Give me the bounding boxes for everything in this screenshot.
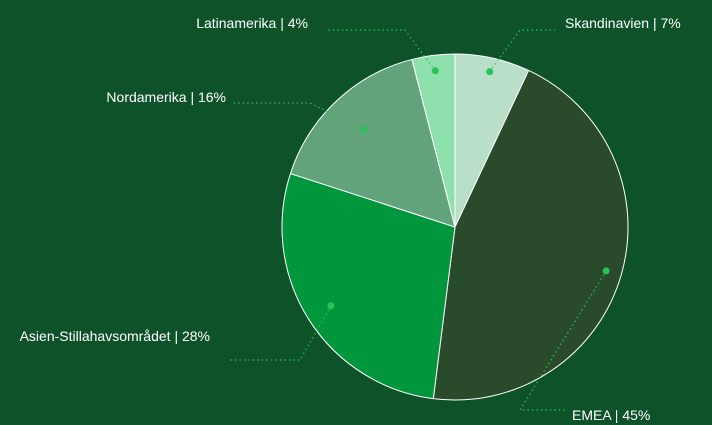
leader-line xyxy=(518,270,607,411)
slice-label: Skandinavien | 7% xyxy=(565,15,681,31)
pie-slice xyxy=(432,69,629,401)
slice-label: Asien-Stillahavsområdet | 28% xyxy=(19,328,210,344)
leader-dot xyxy=(327,302,335,310)
slice-label: Nordamerika | 16% xyxy=(106,89,226,105)
pie-slice xyxy=(281,172,456,400)
leader-dot xyxy=(602,267,610,275)
leader-line xyxy=(328,29,436,72)
slice-label: EMEA | 45% xyxy=(572,407,651,423)
leader-dot xyxy=(431,67,439,75)
pie-slice xyxy=(289,58,456,228)
leader-dot xyxy=(360,126,368,134)
leader-dot xyxy=(486,68,494,76)
pie-slice xyxy=(411,53,456,228)
slice-label: Latinamerika | 4% xyxy=(196,15,308,31)
